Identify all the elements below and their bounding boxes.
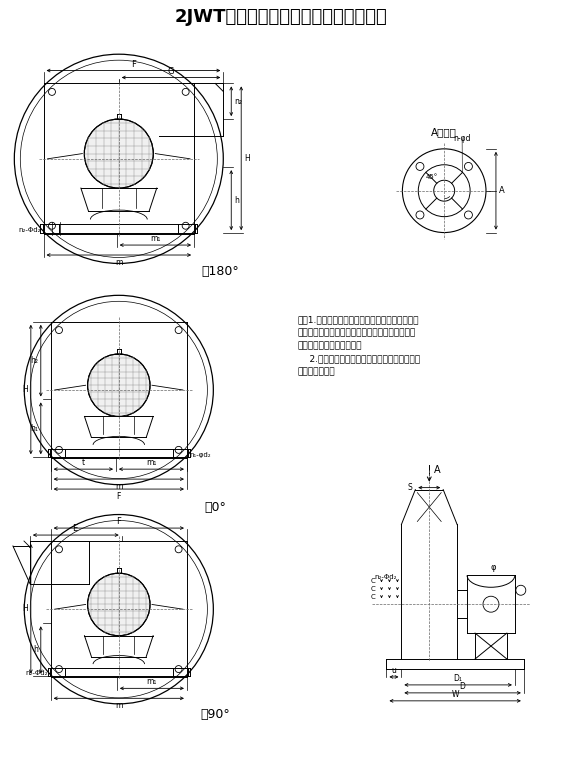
Text: h: h bbox=[33, 645, 38, 654]
Text: 铸铁、铸铝两种外形，造型美观，运转平稳。如有: 铸铁、铸铝两种外形，造型美观，运转平稳。如有 bbox=[298, 328, 416, 337]
Text: A向放大: A向放大 bbox=[431, 127, 457, 137]
Text: 2JWT型系列双级离心式风机外形结构图: 2JWT型系列双级离心式风机外形结构图 bbox=[175, 8, 387, 26]
Text: W: W bbox=[452, 690, 459, 699]
Text: 45°: 45° bbox=[426, 174, 439, 180]
Text: 及安装外形尺寸: 及安装外形尺寸 bbox=[298, 367, 336, 376]
Text: n₂-Φd₂: n₂-Φd₂ bbox=[18, 227, 41, 233]
Text: φ: φ bbox=[490, 563, 495, 572]
Text: 右90°: 右90° bbox=[200, 708, 230, 721]
Text: u: u bbox=[391, 666, 396, 675]
Text: m₁: m₁ bbox=[147, 677, 157, 687]
Text: S: S bbox=[408, 483, 412, 492]
Circle shape bbox=[88, 573, 150, 636]
Text: H: H bbox=[22, 385, 28, 394]
Text: m: m bbox=[115, 701, 123, 710]
Text: m₁: m₁ bbox=[146, 458, 157, 467]
Text: n₂: n₂ bbox=[234, 97, 242, 106]
Circle shape bbox=[464, 163, 472, 170]
Circle shape bbox=[84, 119, 153, 188]
Text: A: A bbox=[499, 186, 504, 195]
Text: n₁-φd₂: n₁-φd₂ bbox=[190, 452, 212, 458]
Text: m: m bbox=[115, 482, 123, 491]
Text: t: t bbox=[82, 458, 85, 467]
Text: F: F bbox=[117, 492, 121, 501]
Text: n₂-Φd₂: n₂-Φd₂ bbox=[25, 670, 48, 677]
Text: C: C bbox=[371, 578, 376, 584]
Text: A: A bbox=[434, 465, 441, 475]
Text: G: G bbox=[168, 67, 175, 75]
Text: C: C bbox=[371, 594, 376, 601]
Circle shape bbox=[88, 354, 150, 416]
Text: H: H bbox=[22, 604, 28, 613]
Text: E: E bbox=[72, 524, 77, 533]
Text: 2.本产品可根据用户需要而改变安装结构形式: 2.本产品可根据用户需要而改变安装结构形式 bbox=[298, 354, 420, 363]
Text: h₁: h₁ bbox=[30, 424, 38, 433]
Text: C: C bbox=[371, 586, 376, 592]
Text: h₂: h₂ bbox=[30, 356, 38, 365]
Circle shape bbox=[464, 211, 472, 219]
Text: h: h bbox=[234, 196, 239, 204]
Circle shape bbox=[416, 211, 424, 219]
Text: D₁: D₁ bbox=[454, 674, 463, 683]
Text: n₂-Φd₂: n₂-Φd₂ bbox=[374, 574, 396, 581]
Text: 右180°: 右180° bbox=[202, 265, 239, 278]
Text: m: m bbox=[115, 258, 123, 267]
Text: 右0°: 右0° bbox=[204, 501, 226, 514]
Text: D: D bbox=[459, 682, 466, 691]
Circle shape bbox=[416, 163, 424, 170]
Text: 需要请另行索取外形尺寸。: 需要请另行索取外形尺寸。 bbox=[298, 341, 363, 350]
Text: H: H bbox=[244, 154, 250, 163]
Text: m₁: m₁ bbox=[150, 234, 160, 243]
Text: 注：1.该外形尺寸为常规型，我公司另有机壳采用: 注：1.该外形尺寸为常规型，我公司另有机壳采用 bbox=[298, 315, 419, 324]
Text: F: F bbox=[131, 60, 136, 68]
Text: n-φd: n-φd bbox=[453, 134, 471, 144]
Text: F: F bbox=[117, 517, 121, 526]
